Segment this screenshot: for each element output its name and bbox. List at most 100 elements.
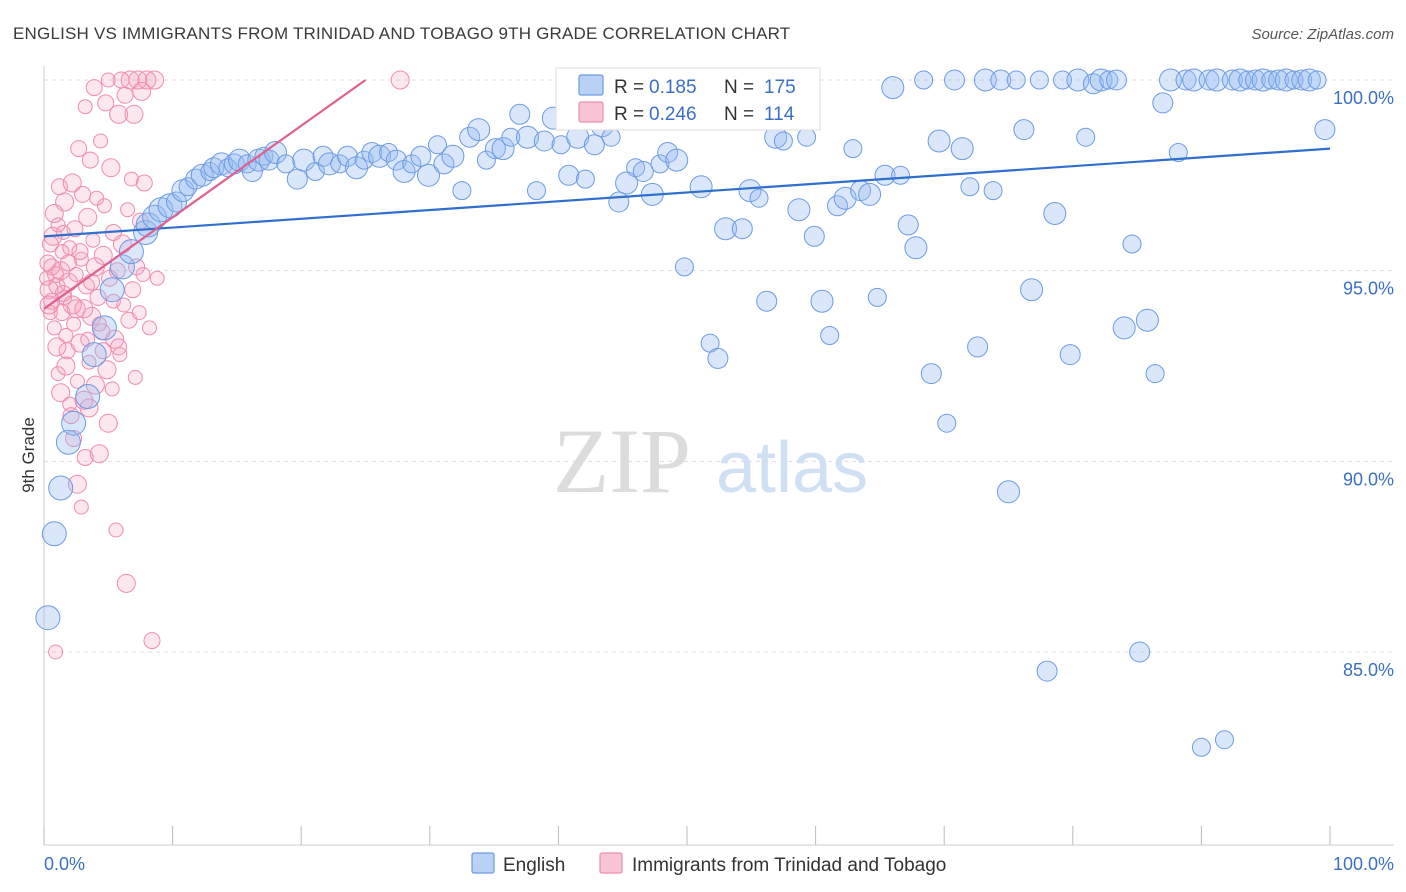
english-point-143	[1159, 68, 1182, 92]
english-point-63	[527, 181, 546, 201]
immigrants-point-22	[66, 220, 84, 238]
english-point-107	[881, 76, 905, 100]
legend-swatch-immigrants	[599, 852, 623, 874]
english-point-138	[1122, 234, 1142, 254]
english-point-130	[1059, 344, 1081, 366]
english-point-6	[81, 342, 107, 368]
immigrants-point-66	[123, 171, 139, 187]
english-point-135	[1099, 70, 1119, 90]
immigrants-point-36	[85, 232, 101, 248]
english-point-102	[843, 139, 863, 159]
immigrants-point-107	[98, 413, 118, 433]
immigrants-point-45	[96, 198, 112, 214]
stats-r-label-english: R =	[614, 77, 644, 98]
english-point-74	[615, 171, 639, 195]
english-point-8	[99, 277, 125, 303]
immigrants-point-98	[56, 356, 76, 376]
immigrants-point-65	[120, 70, 140, 90]
immigrants-point-53	[105, 329, 125, 349]
immigrants-point-47	[97, 360, 117, 380]
immigrants-point-50	[101, 158, 121, 178]
english-point-160	[1291, 69, 1313, 91]
english-point-118	[967, 336, 989, 358]
trend-line-immigrants	[43, 79, 367, 310]
english-point-59	[491, 137, 515, 161]
english-point-114	[937, 413, 957, 433]
english-point-1	[41, 521, 67, 547]
english-point-46	[385, 149, 407, 171]
english-point-49	[410, 145, 432, 167]
english-point-119	[973, 68, 997, 92]
legend-swatch-english	[471, 852, 495, 874]
immigrants-point-96	[50, 217, 66, 233]
english-point-155	[1251, 68, 1275, 92]
immigrants-point-37	[85, 79, 103, 97]
stats-n-label-english: N =	[724, 77, 754, 98]
y-tick-label-0: 100.0%	[1333, 88, 1394, 108]
english-point-86	[714, 217, 738, 241]
english-point-33	[276, 154, 296, 174]
english-point-142	[1152, 92, 1174, 114]
legend-label-english: English	[503, 855, 565, 876]
immigrants-point-21	[66, 316, 82, 332]
english-point-21	[200, 162, 220, 181]
english-point-113	[927, 129, 951, 153]
english-point-78	[650, 154, 670, 174]
x-tick-label-right: 100.0%	[1333, 854, 1394, 874]
english-point-111	[914, 70, 934, 90]
english-point-47	[392, 160, 416, 183]
english-point-158	[1274, 68, 1298, 92]
english-point-117	[960, 177, 980, 197]
stats-swatch-english	[578, 74, 604, 96]
immigrants-point-70	[128, 258, 146, 276]
english-point-108	[891, 165, 910, 185]
immigrants-point-6	[46, 320, 62, 336]
immigrants-point-39	[89, 190, 105, 206]
immigrants-point-8	[47, 337, 67, 357]
immigrants-point-78	[142, 320, 157, 336]
trend-line-english	[43, 147, 1331, 238]
english-point-136	[1106, 69, 1127, 91]
immigrants-point-99	[62, 396, 78, 412]
english-point-156	[1261, 70, 1281, 90]
immigrants-point-102	[73, 499, 89, 515]
english-point-16	[166, 191, 187, 213]
english-point-5	[75, 384, 101, 409]
english-point-70	[583, 134, 605, 156]
stats-r-value-immigrants: 0.246	[649, 104, 697, 125]
english-point-3	[55, 429, 81, 455]
english-point-116	[950, 137, 974, 161]
immigrants-point-94	[41, 235, 59, 253]
immigrants-point-72	[131, 305, 147, 321]
stats-box: R = 0.185 N = 175 R = 0.246 N = 114	[555, 67, 821, 131]
english-point-76	[632, 161, 654, 182]
immigrants-point-54	[108, 522, 124, 538]
english-point-148	[1198, 69, 1220, 91]
english-point-128	[1043, 202, 1067, 225]
immigrants-point-38	[85, 375, 105, 395]
immigrants-point-41	[89, 444, 109, 464]
english-point-139	[1129, 641, 1151, 663]
english-point-0	[35, 605, 61, 631]
english-point-69	[575, 169, 595, 189]
english-point-50	[417, 163, 440, 187]
english-point-79	[657, 142, 679, 163]
english-point-132	[1076, 127, 1096, 147]
immigrants-point-88	[71, 243, 89, 261]
english-point-129	[1053, 70, 1072, 90]
english-point-96	[797, 127, 817, 147]
english-point-110	[904, 236, 928, 260]
english-point-43	[361, 142, 383, 163]
immigrants-point-42	[93, 133, 109, 149]
immigrants-point-81	[149, 270, 165, 286]
immigrants-point-51	[104, 381, 120, 397]
english-point-44	[368, 144, 392, 168]
english-point-123	[1006, 70, 1026, 90]
immigrants-point-24	[69, 373, 85, 389]
english-point-151	[1221, 69, 1243, 91]
english-point-115	[944, 69, 965, 91]
immigrants-point-34	[81, 151, 99, 169]
immigrants-point-77	[137, 70, 157, 90]
immigrants-point-79	[143, 632, 161, 650]
immigrants-point-46	[97, 94, 115, 112]
